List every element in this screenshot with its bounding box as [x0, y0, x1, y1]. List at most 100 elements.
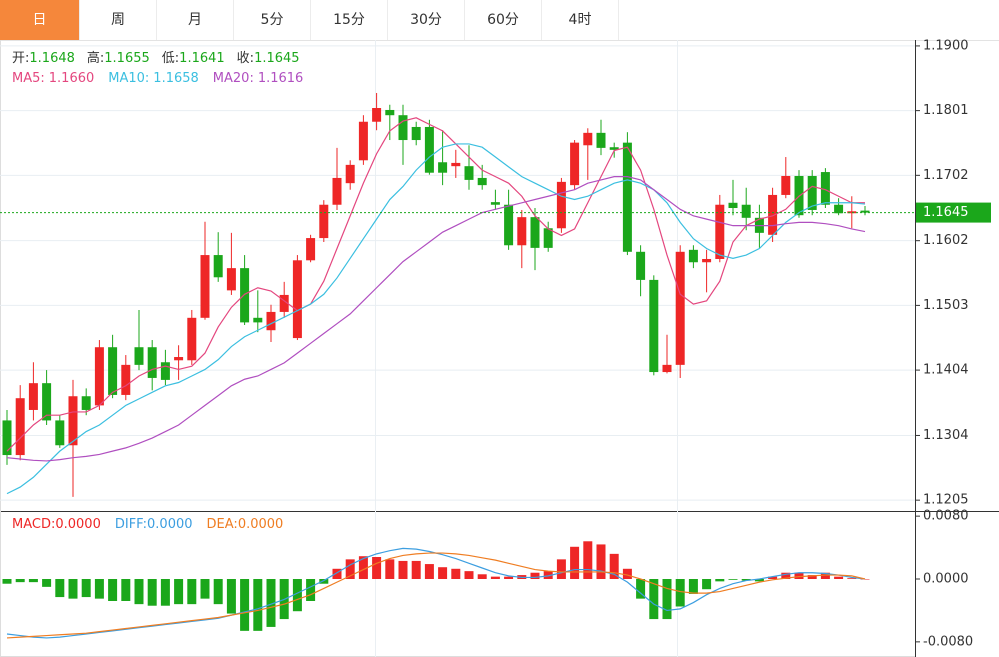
candle-body: [702, 258, 712, 263]
period-tab[interactable]: 周: [80, 0, 157, 40]
candle-body: [807, 175, 817, 210]
macd-bar: [438, 567, 448, 579]
candle-body: [636, 251, 646, 280]
candle-body: [2, 420, 12, 456]
candle-body: [649, 279, 659, 373]
macd-bar: [332, 568, 342, 579]
macd-bar: [728, 579, 738, 580]
candle-body: [556, 181, 566, 229]
macd-bar: [385, 559, 395, 579]
ohlc-name: 开:: [12, 51, 29, 66]
candle-body: [543, 228, 553, 248]
macd-bar: [319, 579, 329, 584]
candle-body: [28, 383, 38, 410]
macd-bar: [543, 571, 553, 579]
candle-body: [451, 162, 461, 167]
candle-body: [768, 194, 778, 235]
legend-name: MA5:: [12, 71, 45, 86]
candle-body: [292, 260, 302, 339]
y-tick-label: 1.1602: [923, 233, 969, 248]
candle-body: [583, 132, 593, 146]
candle-body: [358, 121, 368, 161]
macd-bar: [81, 579, 91, 598]
candle-body: [715, 204, 725, 259]
candle-body: [860, 210, 870, 213]
macd-bar: [662, 579, 672, 620]
legend-value: 1.1660: [49, 71, 95, 86]
candle-body: [398, 115, 408, 141]
ohlc-name: 收:: [237, 51, 254, 66]
candle-body: [834, 204, 844, 214]
candle-body: [372, 108, 382, 122]
y-tick-label: 1.1503: [923, 298, 969, 313]
candle-body: [121, 364, 131, 395]
candle-body: [55, 420, 65, 446]
last-price-label: 1.1645: [923, 205, 969, 220]
candle-body: [385, 109, 395, 116]
legend-name: MACD:: [12, 517, 55, 532]
macd-bar: [187, 579, 197, 605]
macd-bar: [134, 579, 144, 605]
macd-bar: [807, 575, 817, 579]
legend-name: MA10:: [108, 71, 149, 86]
period-tab[interactable]: 5分: [234, 0, 311, 40]
macd-bar: [94, 579, 104, 599]
y-tick-label: 1.1900: [923, 38, 969, 53]
candle-body: [596, 132, 606, 148]
candle-body: [609, 147, 619, 150]
legend-name: MA20:: [213, 71, 254, 86]
macd-bar: [28, 579, 38, 583]
macd-bar: [847, 578, 857, 579]
macd-bar: [596, 544, 606, 579]
candle-body: [94, 347, 104, 406]
candle-body: [622, 142, 632, 252]
macd-bar: [358, 556, 368, 579]
macd-bar: [68, 579, 78, 599]
y-tick-label: 1.1304: [923, 428, 969, 443]
macd-bar: [451, 568, 461, 579]
ohlc-header: 开:1.1648 高:1.1655 低:1.1641 收:1.1645: [12, 50, 300, 66]
macd-bar: [636, 579, 646, 599]
candle-body: [306, 238, 316, 261]
period-tab[interactable]: 日: [0, 0, 80, 40]
macd-bar: [253, 579, 263, 631]
period-tab[interactable]: 60分: [465, 0, 542, 40]
macd-bar: [372, 557, 382, 579]
ma-legend: MA5: 1.1660 MA10: 1.1658 MA20: 1.1616: [12, 71, 303, 86]
candle-body: [147, 347, 157, 378]
macd-bar: [781, 572, 791, 579]
candle-body: [81, 396, 91, 410]
macd-bar: [583, 541, 593, 579]
candle-body: [781, 175, 791, 195]
ohlc-value: 1.1641: [179, 51, 225, 66]
macd-bar: [306, 579, 316, 601]
candle-body: [266, 311, 276, 331]
period-tab[interactable]: 月: [157, 0, 234, 40]
period-tab[interactable]: 4时: [542, 0, 619, 40]
macd-bar: [266, 579, 276, 627]
ma-line: [6, 176, 866, 462]
macd-bar: [622, 568, 632, 579]
ohlc-value: 1.1648: [29, 51, 75, 66]
candle-body: [477, 177, 487, 186]
y-tick-label: -0.0080: [923, 634, 973, 649]
candle-body: [213, 255, 223, 278]
macd-bar: [702, 579, 712, 590]
ohlc-value: 1.1645: [254, 51, 300, 66]
candle-body: [134, 347, 144, 365]
candle-body: [174, 357, 184, 361]
candle-body: [688, 249, 698, 263]
candle-body: [675, 251, 685, 365]
period-tab[interactable]: 30分: [388, 0, 465, 40]
period-tab[interactable]: 15分: [311, 0, 388, 40]
macd-bar: [15, 579, 25, 583]
macd-bar: [345, 559, 355, 579]
macd-bar: [121, 579, 131, 601]
macd-bar: [609, 553, 619, 579]
last-price-box: [916, 202, 991, 223]
macd-bar: [688, 579, 698, 594]
candle-body: [187, 317, 197, 361]
macd-bar: [240, 579, 250, 631]
macd-bar: [226, 579, 236, 614]
ohlc-value: 1.1655: [104, 51, 150, 66]
